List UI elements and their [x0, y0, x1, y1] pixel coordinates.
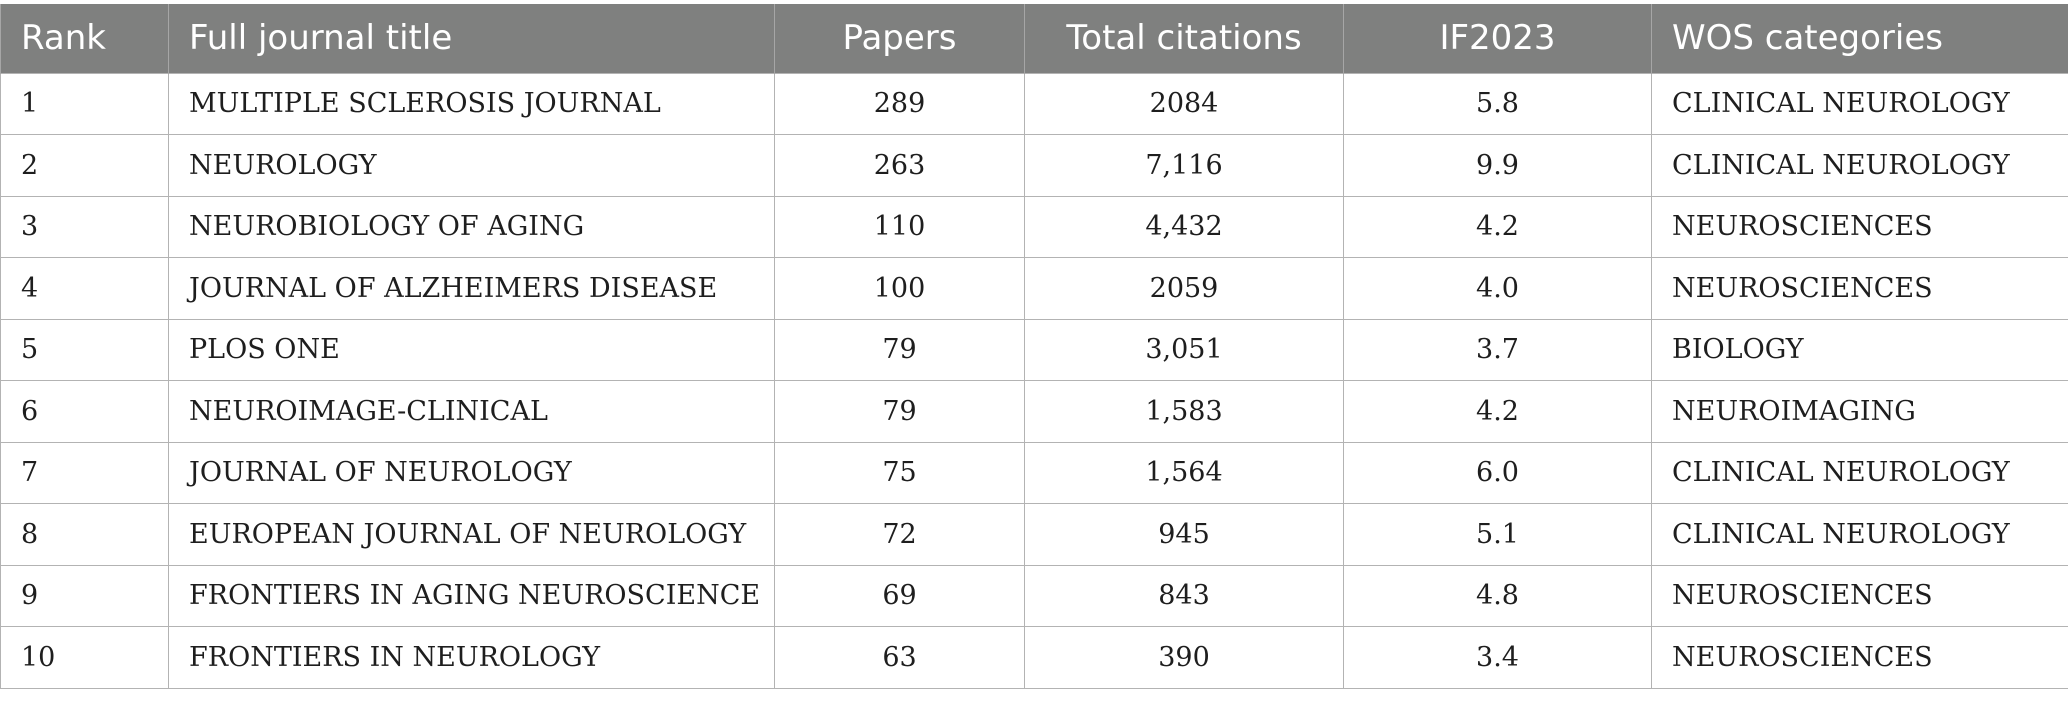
table-row: 8 EUROPEAN JOURNAL OF NEUROLOGY 72 945 5… [0, 503, 2068, 566]
table-row: 4 JOURNAL OF ALZHEIMERS DISEASE 100 2059… [0, 257, 2068, 320]
cell-title: EUROPEAN JOURNAL OF NEUROLOGY [168, 503, 775, 566]
cell-papers: 69 [774, 564, 1025, 627]
cell-citations: 7,116 [1024, 134, 1344, 197]
cell-citations: 945 [1024, 503, 1344, 566]
cell-wos: NEUROSCIENCES [1651, 564, 2068, 627]
cell-wos: CLINICAL NEUROLOGY [1651, 503, 2068, 566]
cell-papers: 72 [774, 503, 1025, 566]
header-rank: Rank [0, 4, 169, 73]
cell-citations: 3,051 [1024, 318, 1344, 381]
cell-if: 4.0 [1343, 257, 1652, 320]
cell-if: 6.0 [1343, 441, 1652, 504]
cell-wos: NEUROSCIENCES [1651, 257, 2068, 320]
table-body: 1 MULTIPLE SCLEROSIS JOURNAL 289 2084 5.… [0, 72, 2068, 689]
cell-title: NEUROIMAGE-CLINICAL [168, 380, 775, 443]
journal-table: Rank Full journal title Papers Total cit… [0, 4, 2068, 689]
cell-citations: 843 [1024, 564, 1344, 627]
table-row: 2 NEUROLOGY 263 7,116 9.9 CLINICAL NEURO… [0, 134, 2068, 197]
table-row: 3 NEUROBIOLOGY OF AGING 110 4,432 4.2 NE… [0, 195, 2068, 258]
cell-wos: NEUROSCIENCES [1651, 626, 2068, 689]
cell-wos: CLINICAL NEUROLOGY [1651, 72, 2068, 135]
cell-citations: 390 [1024, 626, 1344, 689]
cell-rank: 6 [0, 380, 169, 443]
cell-papers: 100 [774, 257, 1025, 320]
cell-papers: 75 [774, 441, 1025, 504]
cell-title: JOURNAL OF ALZHEIMERS DISEASE [168, 257, 775, 320]
cell-if: 3.7 [1343, 318, 1652, 381]
cell-title: FRONTIERS IN NEUROLOGY [168, 626, 775, 689]
cell-citations: 1,564 [1024, 441, 1344, 504]
cell-title: MULTIPLE SCLEROSIS JOURNAL [168, 72, 775, 135]
cell-rank: 10 [0, 626, 169, 689]
table-row: 7 JOURNAL OF NEUROLOGY 75 1,564 6.0 CLIN… [0, 441, 2068, 504]
cell-rank: 8 [0, 503, 169, 566]
cell-title: FRONTIERS IN AGING NEUROSCIENCE [168, 564, 775, 627]
cell-if: 4.8 [1343, 564, 1652, 627]
header-wos: WOS categories [1651, 4, 2068, 73]
cell-title: NEUROLOGY [168, 134, 775, 197]
cell-papers: 63 [774, 626, 1025, 689]
cell-papers: 110 [774, 195, 1025, 258]
cell-rank: 9 [0, 564, 169, 627]
cell-rank: 5 [0, 318, 169, 381]
header-if: IF2023 [1343, 4, 1652, 73]
cell-wos: CLINICAL NEUROLOGY [1651, 441, 2068, 504]
table-row: 5 PLOS ONE 79 3,051 3.7 BIOLOGY [0, 318, 2068, 381]
cell-if: 4.2 [1343, 195, 1652, 258]
cell-title: NEUROBIOLOGY OF AGING [168, 195, 775, 258]
cell-wos: BIOLOGY [1651, 318, 2068, 381]
cell-citations: 2084 [1024, 72, 1344, 135]
table-header: Rank Full journal title Papers Total cit… [0, 4, 2068, 73]
cell-citations: 4,432 [1024, 195, 1344, 258]
cell-title: PLOS ONE [168, 318, 775, 381]
cell-if: 3.4 [1343, 626, 1652, 689]
header-title: Full journal title [168, 4, 775, 73]
table-row: 10 FRONTIERS IN NEUROLOGY 63 390 3.4 NEU… [0, 626, 2068, 689]
cell-rank: 2 [0, 134, 169, 197]
cell-rank: 3 [0, 195, 169, 258]
cell-citations: 2059 [1024, 257, 1344, 320]
cell-rank: 1 [0, 72, 169, 135]
cell-wos: NEUROIMAGING [1651, 380, 2068, 443]
table-row: 1 MULTIPLE SCLEROSIS JOURNAL 289 2084 5.… [0, 72, 2068, 135]
cell-rank: 4 [0, 257, 169, 320]
cell-papers: 289 [774, 72, 1025, 135]
table-row: 9 FRONTIERS IN AGING NEUROSCIENCE 69 843… [0, 564, 2068, 627]
cell-title: JOURNAL OF NEUROLOGY [168, 441, 775, 504]
journal-table-container: Rank Full journal title Papers Total cit… [0, 4, 2068, 689]
cell-wos: NEUROSCIENCES [1651, 195, 2068, 258]
cell-if: 4.2 [1343, 380, 1652, 443]
cell-if: 9.9 [1343, 134, 1652, 197]
cell-wos: CLINICAL NEUROLOGY [1651, 134, 2068, 197]
header-papers: Papers [774, 4, 1025, 73]
cell-if: 5.1 [1343, 503, 1652, 566]
table-row: 6 NEUROIMAGE-CLINICAL 79 1,583 4.2 NEURO… [0, 380, 2068, 443]
cell-citations: 1,583 [1024, 380, 1344, 443]
cell-papers: 79 [774, 380, 1025, 443]
cell-rank: 7 [0, 441, 169, 504]
cell-papers: 79 [774, 318, 1025, 381]
header-citations: Total citations [1024, 4, 1344, 73]
header-row: Rank Full journal title Papers Total cit… [0, 4, 2068, 73]
cell-if: 5.8 [1343, 72, 1652, 135]
cell-papers: 263 [774, 134, 1025, 197]
